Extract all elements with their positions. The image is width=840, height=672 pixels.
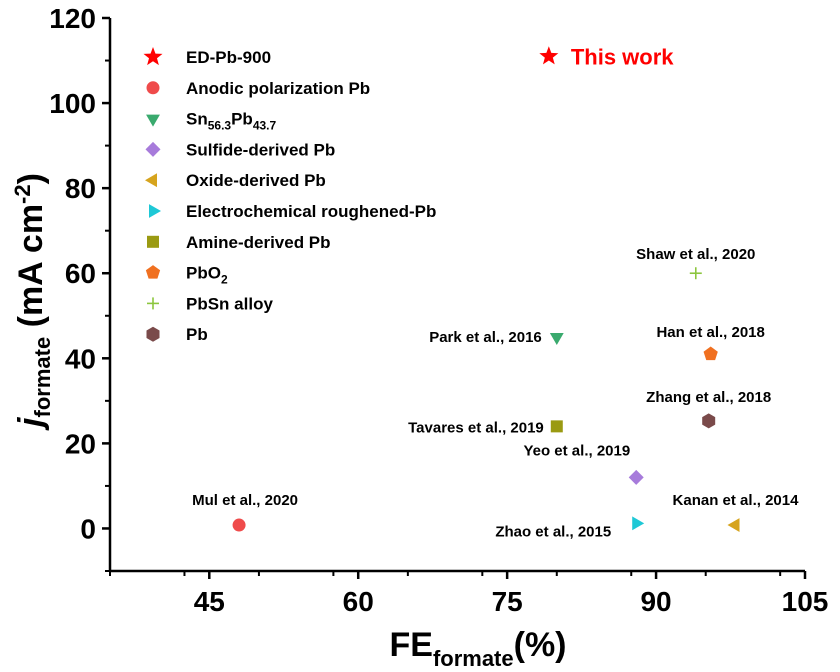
legend-label: PbSn alloy (186, 294, 273, 313)
y-tick-label: 40 (65, 343, 96, 374)
data-point (232, 518, 246, 532)
data-point (632, 516, 645, 531)
y-tick-label: 100 (49, 88, 96, 119)
point-annotation: Park et al., 2016 (429, 329, 542, 346)
legend-label: Sulfide-derived Pb (186, 140, 335, 159)
legend-label: Sn56.3Pb43.7 (186, 110, 277, 133)
data-point (628, 469, 644, 485)
legend-label: Anodic polarization Pb (186, 79, 370, 98)
x-tick-label: 75 (492, 586, 523, 617)
point-annotation: This work (571, 44, 674, 69)
point-annotation: Zhao et al., 2015 (495, 523, 611, 540)
ticks: 45 60 75 90 105 0 20 40 60 80 100 120 (49, 3, 828, 617)
y-tick-label: 60 (65, 258, 96, 289)
legend-marker (143, 47, 163, 66)
y-tick-label: 0 (80, 513, 96, 544)
point-annotation: Tavares et al., 2019 (408, 419, 544, 436)
legend-marker (145, 141, 161, 157)
data-point (539, 46, 559, 65)
point-annotation: Kanan et al., 2014 (673, 492, 800, 509)
data-point (727, 518, 740, 532)
x-tick-label: 60 (343, 586, 374, 617)
legend-marker (146, 81, 160, 95)
legend-marker (146, 326, 160, 342)
data-point (549, 333, 564, 346)
legend-marker (147, 235, 159, 248)
x-tick-label: 105 (782, 586, 829, 617)
legend-label: Oxide-derived Pb (186, 171, 326, 190)
y-tick-label: 20 (65, 428, 96, 459)
legend-label: PbO2 (186, 264, 228, 287)
data-points (232, 46, 740, 532)
legend-marker (145, 173, 157, 188)
legend-marker (146, 114, 160, 127)
point-annotation: Yeo et al., 2019 (523, 442, 630, 459)
point-annotation: Han et al., 2018 (656, 324, 764, 341)
x-tick-label: 45 (194, 586, 225, 617)
point-annotation: Mul et al., 2020 (192, 492, 298, 509)
y-axis-title: jformate (mA cm-2) (10, 173, 55, 431)
legend-marker (149, 204, 161, 218)
x-axis-title: FEformate(%) (389, 626, 566, 671)
legend-label: Electrochemical roughened-Pb (186, 202, 436, 221)
legend-label: Amine-derived Pb (186, 233, 331, 252)
annotations: This work Mul et al., 2020 Park et al., 20… (192, 44, 799, 540)
y-tick-label: 80 (65, 173, 96, 204)
data-point (550, 420, 563, 433)
legend-label: ED-Pb-900 (186, 48, 271, 67)
x-tick-label: 90 (640, 586, 671, 617)
legend-label: Pb (186, 325, 208, 344)
legend-marker (145, 265, 161, 279)
point-annotation: Shaw et al., 2020 (636, 246, 755, 263)
legend-marker (147, 297, 159, 310)
data-point (702, 413, 716, 429)
data-point (703, 346, 718, 361)
axes (108, 18, 805, 573)
point-annotation: Zhang et al., 2018 (646, 389, 771, 406)
legend: ED-Pb-900 Anodic polarization Pb Sn56.3Pb4… (143, 47, 436, 344)
data-point (689, 267, 702, 280)
y-tick-label: 120 (49, 3, 96, 34)
